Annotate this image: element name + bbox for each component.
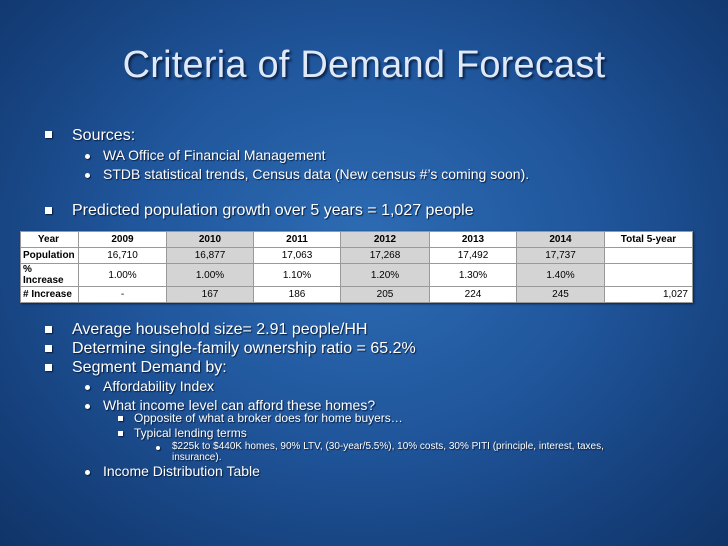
segment-demand: Segment Demand by:	[72, 359, 227, 376]
table-cell: 17,737	[516, 247, 605, 264]
table-cell: 186	[253, 286, 341, 303]
square-bullet-icon	[45, 207, 52, 214]
income-question: What income level can afford these homes…	[103, 397, 376, 413]
affordability-index: Affordability Index	[103, 378, 215, 394]
round-bullet-icon	[85, 470, 90, 475]
column-header: Year	[20, 231, 79, 248]
square-bullet-icon	[45, 326, 52, 333]
population-table: Year 2009 2010 2011 2012 2013 2014 Total…	[20, 231, 693, 303]
table-cell: 245	[516, 286, 605, 303]
round-bullet-icon	[85, 385, 90, 390]
table-cell	[604, 247, 693, 264]
table-header-row: Year 2009 2010 2011 2012 2013 2014 Total…	[20, 231, 693, 248]
square-bullet-icon	[118, 416, 123, 421]
column-header: 2011	[253, 231, 341, 248]
column-header: 2012	[340, 231, 430, 248]
table-cell: 16,877	[166, 247, 254, 264]
table-cell: 1,027	[604, 286, 693, 303]
table-cell	[604, 263, 693, 287]
lending-terms-line2: insurance).	[172, 452, 222, 463]
row-label: Population	[20, 247, 79, 264]
table-cell: 1.20%	[340, 263, 430, 287]
table-cell: 16,710	[78, 247, 167, 264]
table-cell: 17,492	[429, 247, 517, 264]
source-item-stdb: STDB statistical trends, Census data (Ne…	[103, 166, 530, 182]
lending-terms-line1: $225k to $440K homes, 90% LTV, (30-year/…	[172, 441, 604, 452]
table-cell: 1.10%	[253, 263, 341, 287]
income-distribution: Income Distribution Table	[103, 463, 260, 479]
table-cell: 1.30%	[429, 263, 517, 287]
growth-statement: Predicted population growth over 5 years…	[72, 202, 474, 219]
row-label: # Increase	[20, 286, 79, 303]
typical-lending: Typical lending terms	[134, 426, 247, 440]
square-bullet-icon	[45, 345, 52, 352]
column-header: 2009	[78, 231, 167, 248]
table-cell: 1.00%	[78, 263, 167, 287]
column-header: Total 5-year	[604, 231, 693, 248]
table-cell: 167	[166, 286, 254, 303]
square-bullet-icon	[118, 431, 123, 436]
table-cell: -	[78, 286, 167, 303]
table-cell: 205	[340, 286, 430, 303]
square-bullet-icon	[45, 364, 52, 371]
square-bullet-icon	[45, 131, 52, 138]
table-cell: 17,268	[340, 247, 430, 264]
sources-heading: Sources:	[72, 127, 136, 144]
column-header: 2010	[166, 231, 254, 248]
table-cell: 17,063	[253, 247, 341, 264]
table-row: Population 16,710 16,877 17,063 17,268 1…	[20, 247, 693, 264]
round-bullet-icon	[85, 404, 90, 409]
table-cell: 224	[429, 286, 517, 303]
source-item-ofm: WA Office of Financial Management	[103, 147, 326, 163]
table-row: # Increase - 167 186 205 224 245 1,027	[20, 286, 693, 303]
column-header: 2014	[516, 231, 605, 248]
round-bullet-icon	[156, 446, 160, 450]
ownership-ratio: Determine single-family ownership ratio …	[72, 340, 416, 357]
slide-title: Criteria of Demand Forecast	[122, 44, 606, 86]
broker-opposite: Opposite of what a broker does for home …	[134, 411, 403, 425]
household-size: Average household size= 2.91 people/HH	[72, 321, 368, 338]
table-cell: 1.00%	[166, 263, 254, 287]
round-bullet-icon	[85, 154, 90, 159]
table-row: % Increase 1.00% 1.00% 1.10% 1.20% 1.30%…	[20, 263, 693, 287]
round-bullet-icon	[85, 173, 90, 178]
row-label: % Increase	[20, 263, 79, 287]
table-cell: 1.40%	[516, 263, 605, 287]
column-header: 2013	[429, 231, 517, 248]
